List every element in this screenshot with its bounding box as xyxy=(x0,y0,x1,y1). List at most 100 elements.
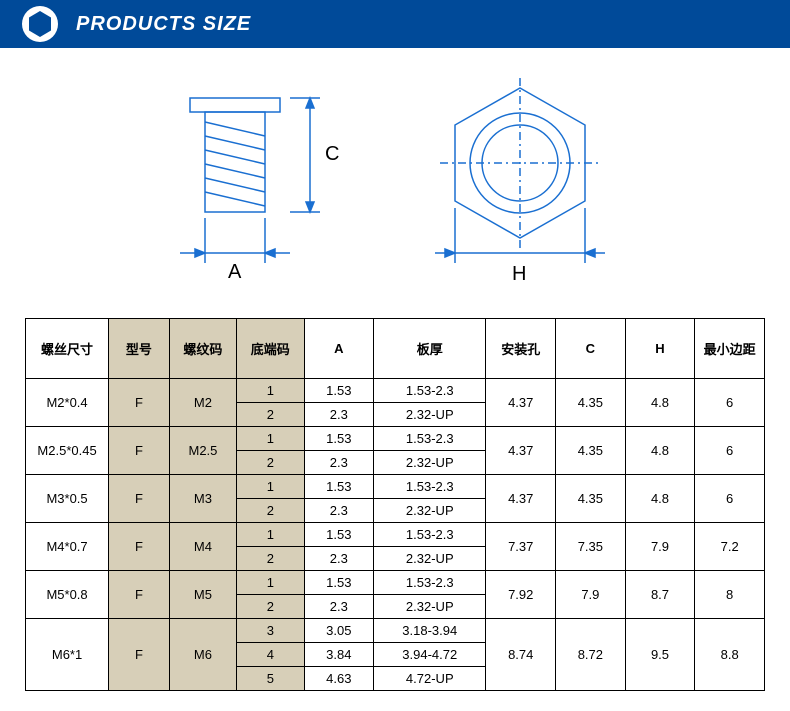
cell-edge: 7.2 xyxy=(695,523,765,571)
cell-bottom: 1 xyxy=(237,427,304,451)
cell-thick: 2.32-UP xyxy=(374,547,486,571)
cell-thread: M5 xyxy=(169,571,236,619)
table-row: M2.5*0.45FM2.511.531.53-2.34.374.354.86 xyxy=(26,427,765,451)
cell-a: 2.3 xyxy=(304,451,374,475)
cell-c: 7.9 xyxy=(556,571,626,619)
cell-bottom: 1 xyxy=(237,523,304,547)
cell-h: 4.8 xyxy=(625,379,695,427)
cell-screw: M4*0.7 xyxy=(26,523,109,571)
cell-bottom: 5 xyxy=(237,667,304,691)
cell-a: 4.63 xyxy=(304,667,374,691)
label-h: H xyxy=(512,263,526,285)
page-title: PRODUCTS SIZE xyxy=(76,13,251,36)
diagram-area: C A H xyxy=(0,48,790,318)
cell-thick: 2.32-UP xyxy=(374,451,486,475)
cell-bottom: 2 xyxy=(237,499,304,523)
cell-thread: M2 xyxy=(169,379,236,427)
cell-a: 2.3 xyxy=(304,499,374,523)
cell-bottom: 1 xyxy=(237,475,304,499)
cell-bottom: 2 xyxy=(237,547,304,571)
cell-edge: 8 xyxy=(695,571,765,619)
cell-thread: M3 xyxy=(169,475,236,523)
cell-c: 4.35 xyxy=(556,379,626,427)
cell-bottom: 2 xyxy=(237,451,304,475)
table-row: M2*0.4FM211.531.53-2.34.374.354.86 xyxy=(26,379,765,403)
cell-model: F xyxy=(109,379,170,427)
cell-screw: M2.5*0.45 xyxy=(26,427,109,475)
cell-thick: 1.53-2.3 xyxy=(374,427,486,451)
table-row: M5*0.8FM511.531.53-2.37.927.98.78 xyxy=(26,571,765,595)
cell-hole: 4.37 xyxy=(486,475,556,523)
cell-hole: 4.37 xyxy=(486,427,556,475)
cell-screw: M6*1 xyxy=(26,619,109,691)
cell-thick: 2.32-UP xyxy=(374,595,486,619)
cell-model: F xyxy=(109,427,170,475)
cell-edge: 6 xyxy=(695,427,765,475)
cell-a: 1.53 xyxy=(304,427,374,451)
cell-model: F xyxy=(109,619,170,691)
cell-bottom: 2 xyxy=(237,403,304,427)
cell-model: F xyxy=(109,571,170,619)
label-a: A xyxy=(228,261,242,283)
cell-a: 1.53 xyxy=(304,379,374,403)
cell-c: 4.35 xyxy=(556,475,626,523)
cell-c: 4.35 xyxy=(556,427,626,475)
cell-a: 2.3 xyxy=(304,547,374,571)
cell-screw: M2*0.4 xyxy=(26,379,109,427)
cell-a: 3.84 xyxy=(304,643,374,667)
cell-h: 4.8 xyxy=(625,427,695,475)
table-header-row: 螺丝尺寸 型号 螺纹码 底端码 A 板厚 安装孔 C H 最小边距 xyxy=(26,319,765,379)
table-row: M3*0.5FM311.531.53-2.34.374.354.86 xyxy=(26,475,765,499)
cell-hole: 7.37 xyxy=(486,523,556,571)
cell-bottom: 1 xyxy=(237,379,304,403)
cell-a: 2.3 xyxy=(304,403,374,427)
hexagon-icon xyxy=(20,4,60,44)
cell-model: F xyxy=(109,475,170,523)
cell-a: 2.3 xyxy=(304,595,374,619)
th-hole: 安装孔 xyxy=(486,319,556,379)
cell-c: 8.72 xyxy=(556,619,626,691)
th-c: C xyxy=(556,319,626,379)
cell-bottom: 2 xyxy=(237,595,304,619)
table-body: M2*0.4FM211.531.53-2.34.374.354.8622.32.… xyxy=(26,379,765,691)
cell-hole: 4.37 xyxy=(486,379,556,427)
cell-thread: M2.5 xyxy=(169,427,236,475)
th-thread: 螺纹码 xyxy=(169,319,236,379)
cell-thick: 1.53-2.3 xyxy=(374,523,486,547)
cell-thick: 4.72-UP xyxy=(374,667,486,691)
cell-edge: 6 xyxy=(695,379,765,427)
cell-hole: 7.92 xyxy=(486,571,556,619)
cell-edge: 6 xyxy=(695,475,765,523)
cell-a: 1.53 xyxy=(304,475,374,499)
th-a: A xyxy=(304,319,374,379)
cell-screw: M5*0.8 xyxy=(26,571,109,619)
cell-model: F xyxy=(109,523,170,571)
cell-h: 8.7 xyxy=(625,571,695,619)
cell-a: 3.05 xyxy=(304,619,374,643)
cell-a: 1.53 xyxy=(304,523,374,547)
diagram-top: H xyxy=(410,78,630,288)
cell-thick: 1.53-2.3 xyxy=(374,379,486,403)
cell-c: 7.35 xyxy=(556,523,626,571)
th-thick: 板厚 xyxy=(374,319,486,379)
th-model: 型号 xyxy=(109,319,170,379)
cell-thread: M4 xyxy=(169,523,236,571)
cell-screw: M3*0.5 xyxy=(26,475,109,523)
diagram-side: C A xyxy=(160,78,350,288)
spec-table: 螺丝尺寸 型号 螺纹码 底端码 A 板厚 安装孔 C H 最小边距 M2*0.4… xyxy=(25,318,765,691)
cell-a: 1.53 xyxy=(304,571,374,595)
cell-h: 7.9 xyxy=(625,523,695,571)
cell-thick: 2.32-UP xyxy=(374,499,486,523)
header-bar: PRODUCTS SIZE xyxy=(0,0,790,48)
cell-thread: M6 xyxy=(169,619,236,691)
cell-thick: 1.53-2.3 xyxy=(374,571,486,595)
cell-h: 4.8 xyxy=(625,475,695,523)
th-screw: 螺丝尺寸 xyxy=(26,319,109,379)
table-row: M4*0.7FM411.531.53-2.37.377.357.97.2 xyxy=(26,523,765,547)
th-h: H xyxy=(625,319,695,379)
th-edge: 最小边距 xyxy=(695,319,765,379)
cell-thick: 3.94-4.72 xyxy=(374,643,486,667)
cell-hole: 8.74 xyxy=(486,619,556,691)
table-row: M6*1FM633.053.18-3.948.748.729.58.8 xyxy=(26,619,765,643)
cell-bottom: 3 xyxy=(237,619,304,643)
